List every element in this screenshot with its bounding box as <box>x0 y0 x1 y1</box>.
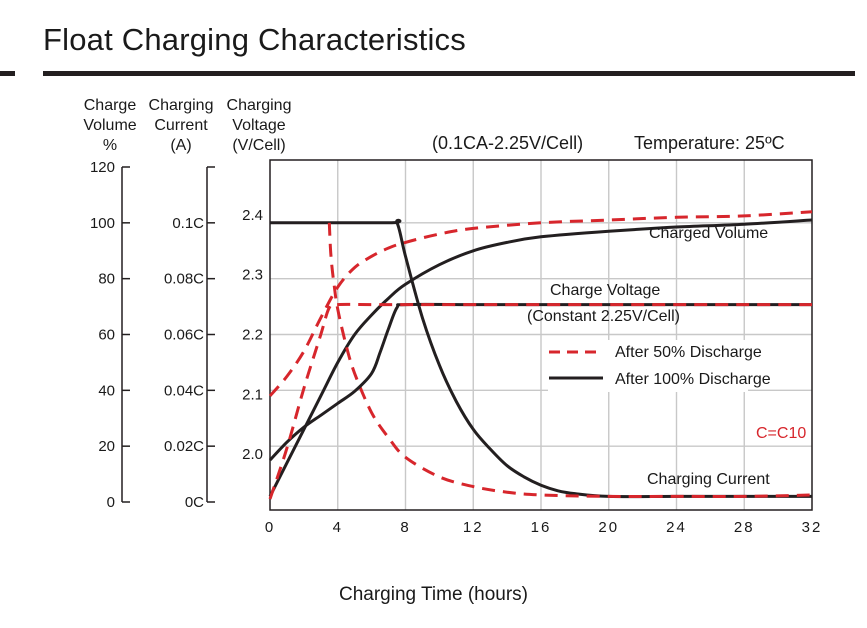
x-tick-label: 28 <box>734 519 755 536</box>
x-tick-label: 32 <box>802 519 823 536</box>
axis-header-0: Volume <box>83 117 136 134</box>
x-tick-label: 0 <box>265 519 275 536</box>
axis-tick-label-voltage: 2.3 <box>242 267 263 284</box>
x-tick-label: 4 <box>333 519 343 536</box>
plot-frame <box>269 159 813 511</box>
x-tick-label: 16 <box>531 519 552 536</box>
x-tick-label: 12 <box>463 519 484 536</box>
axis-tick-label-current: 0.08C <box>164 271 204 288</box>
axis-header-2: (V/Cell) <box>232 137 285 154</box>
series-charge-voltage-50 <box>268 302 812 500</box>
legend: After 50% Discharge After 100% Discharge <box>548 340 771 392</box>
page-title: Float Charging Characteristics <box>43 22 466 57</box>
axis-header-1: Current <box>154 117 208 134</box>
axis-tick-label-voltage: 2.4 <box>242 207 263 224</box>
series-charged-volume-100 <box>268 218 813 498</box>
temperature-note: Temperature: 25ºC <box>634 133 785 153</box>
legend-label-100: After 100% Discharge <box>615 371 771 388</box>
axis-tick-label-voltage: 2.0 <box>242 446 263 463</box>
axis-tick-label-current: 0.04C <box>164 382 204 399</box>
series-charging-current-50 <box>327 222 813 498</box>
axis-tick-label-volume: 0 <box>107 494 115 511</box>
axis-header-0: Charge <box>84 97 137 114</box>
label-charge-voltage: Charge Voltage <box>550 282 660 299</box>
label-c-note: C=C10 <box>756 425 806 442</box>
axis-tick-label-volume: 100 <box>90 215 115 232</box>
axis-tick-label-voltage: 2.2 <box>242 327 263 344</box>
x-tick-label: 24 <box>666 519 687 536</box>
axis-header-1: Charging <box>149 97 214 114</box>
left-rule <box>0 71 15 76</box>
x-axis-label: Charging Time (hours) <box>338 584 529 605</box>
legend-background <box>548 340 748 392</box>
axis-header-0: % <box>103 137 117 154</box>
axis-tick-label-current: 0.1C <box>172 215 204 232</box>
axis-tick-label-current: 0C <box>185 494 204 511</box>
title-rule <box>43 71 855 76</box>
series-charging-current-100 <box>270 218 812 499</box>
label-charged-volume: Charged Volume <box>649 225 768 242</box>
axis-tick-label-voltage: 2.1 <box>242 386 263 403</box>
axis-header-1: (A) <box>170 137 191 154</box>
label-charging-current: Charging Current <box>647 471 770 488</box>
x-tick-label: 8 <box>400 519 410 536</box>
axis-tick-label-volume: 20 <box>98 438 115 455</box>
axis-tick-label-volume: 120 <box>90 159 115 176</box>
x-tick-label: 20 <box>598 519 619 536</box>
axis-tick-label-volume: 60 <box>98 327 115 344</box>
axis-header-2: Voltage <box>232 117 285 134</box>
axis-tick-label-volume: 80 <box>98 271 115 288</box>
axis-header-2: Charging <box>227 97 292 114</box>
axis-tick-label-current: 0.02C <box>164 438 204 455</box>
axis-tick-label-current: 0.06C <box>164 327 204 344</box>
axis-tick-label-volume: 40 <box>98 382 115 399</box>
legend-label-50: After 50% Discharge <box>615 344 762 361</box>
label-charge-voltage-note: (Constant 2.25V/Cell) <box>527 308 680 325</box>
chart-subtitle: (0.1CA-2.25V/Cell) <box>432 133 583 153</box>
series-charged-volume-50 <box>268 210 813 397</box>
